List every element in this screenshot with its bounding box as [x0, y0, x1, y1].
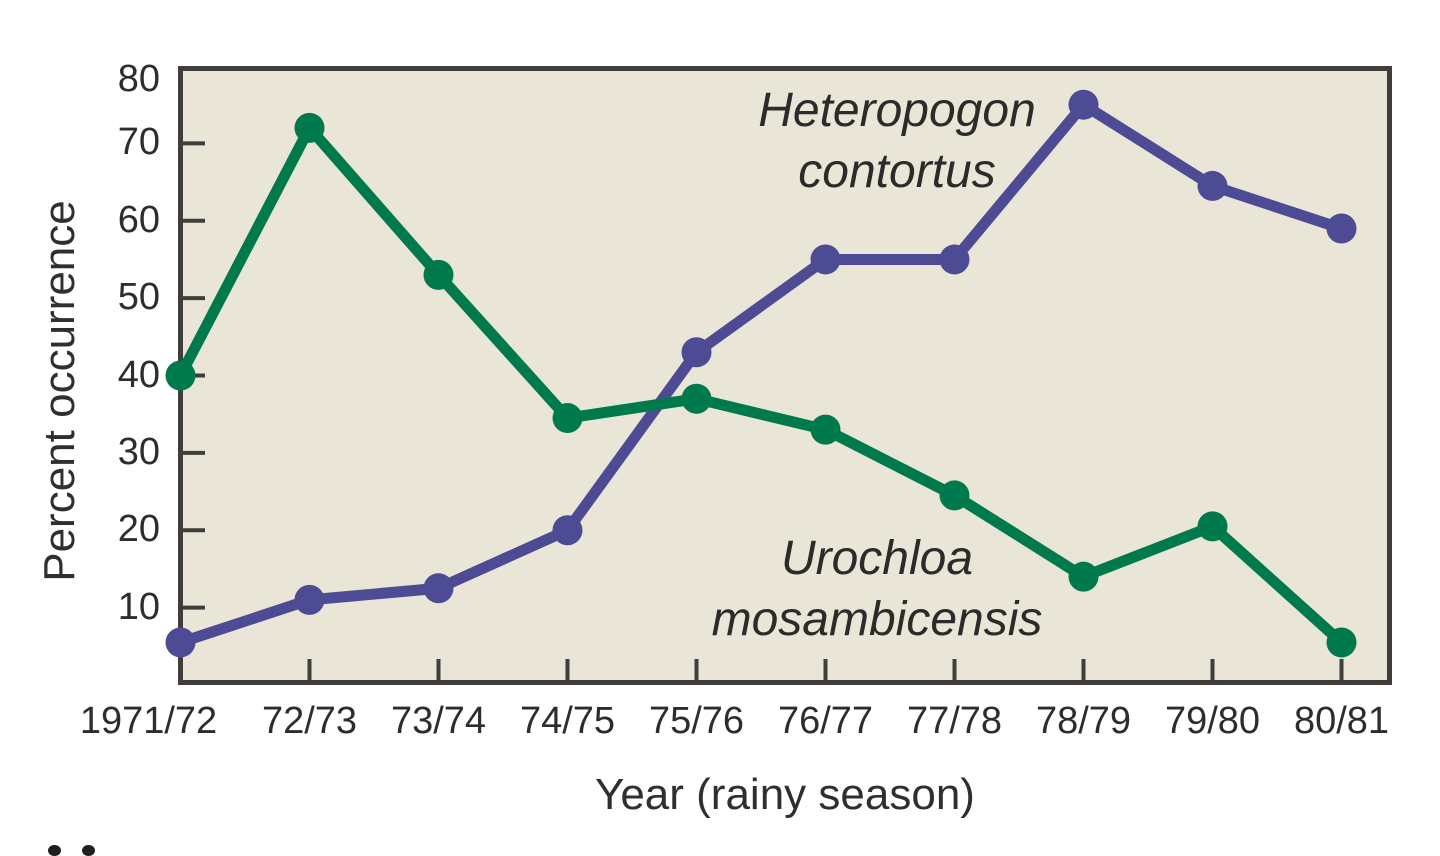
data-point-heteropogon-contortus	[1327, 213, 1357, 243]
data-point-urochloa-mosambicensis	[295, 113, 325, 143]
data-point-urochloa-mosambicensis	[940, 480, 970, 510]
data-point-heteropogon-contortus	[166, 627, 196, 657]
y-tick-label: 10	[40, 586, 160, 630]
y-tick-label: 80	[40, 58, 160, 102]
data-point-urochloa-mosambicensis	[1327, 627, 1357, 657]
data-point-urochloa-mosambicensis	[682, 384, 712, 414]
series-label-heteropogon-contortus: Heteropogon contortus	[737, 80, 1057, 203]
data-point-urochloa-mosambicensis	[424, 260, 454, 290]
x-axis-title: Year (rainy season)	[485, 770, 1085, 820]
series-label-urochloa-mosambicensis: Urochloa mosambicensis	[697, 528, 1057, 651]
data-point-heteropogon-contortus	[1069, 90, 1099, 120]
data-point-heteropogon-contortus	[424, 573, 454, 603]
data-point-heteropogon-contortus	[682, 337, 712, 367]
cropped-text-fragment	[48, 845, 61, 856]
data-point-heteropogon-contortus	[940, 244, 970, 274]
data-point-urochloa-mosambicensis	[166, 361, 196, 391]
cropped-text-fragment	[82, 845, 95, 856]
data-point-heteropogon-contortus	[553, 515, 583, 545]
data-point-urochloa-mosambicensis	[553, 403, 583, 433]
y-axis-title: Percent occurrence	[35, 200, 85, 582]
data-point-heteropogon-contortus	[295, 585, 325, 615]
data-point-urochloa-mosambicensis	[1069, 562, 1099, 592]
data-point-heteropogon-contortus	[811, 244, 841, 274]
data-point-heteropogon-contortus	[1198, 171, 1228, 201]
x-tick-label: 80/81	[1242, 700, 1440, 743]
data-point-urochloa-mosambicensis	[811, 415, 841, 445]
data-point-urochloa-mosambicensis	[1198, 511, 1228, 541]
y-tick-label: 70	[40, 122, 160, 166]
